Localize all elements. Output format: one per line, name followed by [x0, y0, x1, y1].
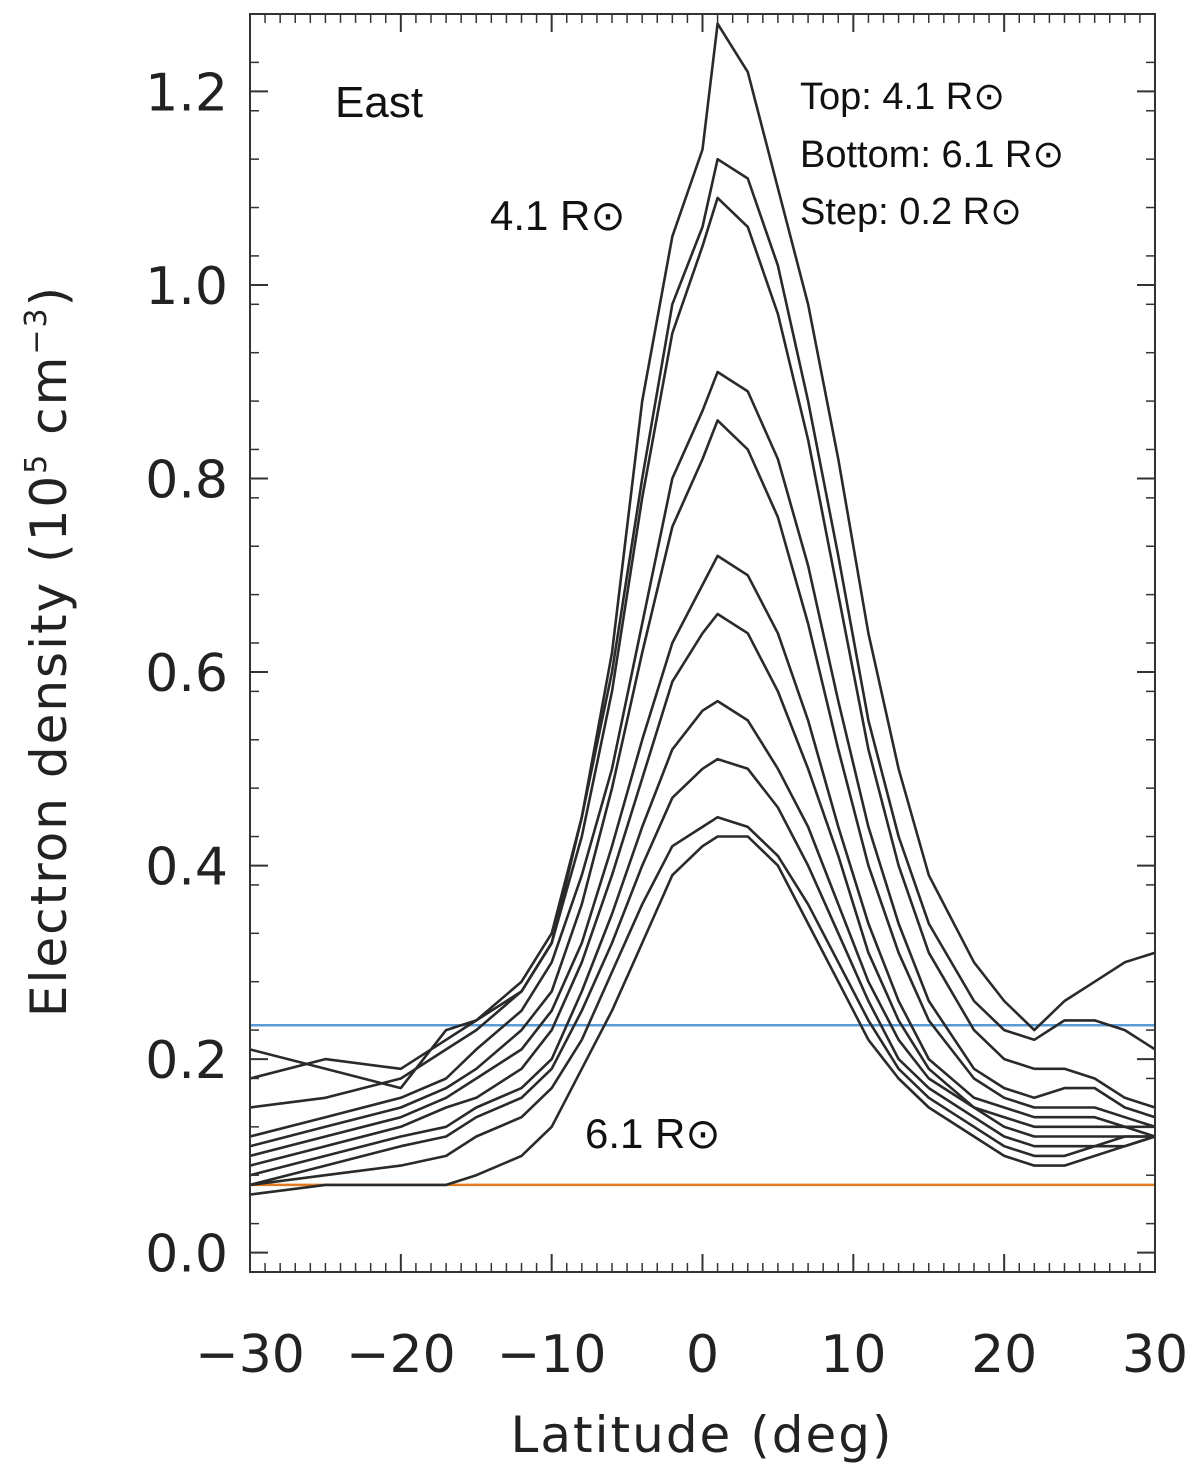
x-tick-label: 10 [820, 1325, 886, 1385]
legend-top-line: Top: 4.1 R⊙ [800, 76, 1005, 118]
series-line-11 [249, 835, 1156, 1196]
x-axis-ticks: −30 −20 −10 0 10 20 30 [195, 14, 1188, 1385]
y-axis-title-close: ) [20, 285, 78, 307]
series-line-10 [249, 815, 1156, 1187]
minor-ticks [250, 13, 1155, 1273]
x-tick-label: −30 [195, 1325, 305, 1385]
x-tick-label: −10 [497, 1325, 607, 1385]
series-line-6 [249, 554, 1155, 1158]
x-axis-title: Latitude (deg) [511, 1406, 894, 1464]
bottom-curve-label: 6.1 R⊙ [585, 1110, 721, 1157]
series-line-8 [249, 699, 1155, 1177]
x-tick-label: 0 [686, 1325, 719, 1385]
x-tick-label: 30 [1122, 1325, 1188, 1385]
density-curves [249, 22, 1156, 1196]
panel-label-east: East [335, 78, 423, 127]
y-axis-title-unit: cm [20, 355, 78, 453]
series-line-5 [249, 419, 1156, 1148]
y-tick-label: 1.0 [145, 257, 228, 317]
y-tick-label: 1.2 [145, 63, 228, 123]
y-tick-label: 0.4 [145, 838, 228, 898]
y-axis-title: Electron density (105 cm−3) [19, 285, 78, 1017]
series-line-1 [249, 22, 1156, 1090]
series-line-3 [249, 196, 1156, 1109]
y-tick-label: 0.8 [145, 450, 228, 510]
y-axis-title-main: Electron density (10 [20, 474, 78, 1017]
x-tick-label: 20 [971, 1325, 1037, 1385]
y-tick-label: 0.6 [145, 644, 228, 704]
legend-step-line: Step: 0.2 R⊙ [800, 191, 1022, 233]
x-tick-label: −20 [346, 1325, 456, 1385]
y-axis-ticks: 0.0 0.2 0.4 0.6 0.8 1.0 1.2 [145, 63, 1155, 1285]
top-curve-label: 4.1 R⊙ [490, 192, 626, 239]
series-line-9 [249, 757, 1155, 1187]
y-axis-title-unit-exp: −3 [19, 306, 54, 354]
y-axis-title-exp: 5 [19, 453, 54, 474]
series-line-7 [249, 612, 1156, 1167]
series-line-2 [249, 157, 1156, 1080]
y-tick-label: 0.0 [145, 1225, 228, 1285]
y-tick-label: 0.2 [145, 1031, 228, 1091]
series-line-4 [249, 370, 1156, 1138]
legend-bottom-line: Bottom: 6.1 R⊙ [800, 134, 1064, 176]
